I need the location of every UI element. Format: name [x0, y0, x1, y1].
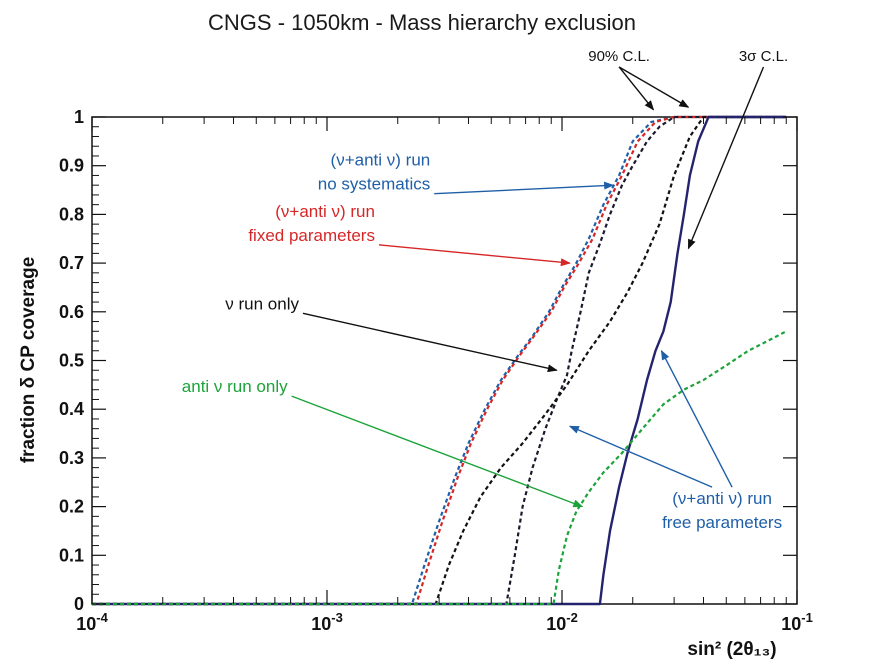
annotation-arrow-7-1	[687, 66, 765, 250]
annotation-arrow-4-1	[291, 395, 584, 508]
y-tick-label: 0.4	[59, 399, 84, 419]
series-line-1	[92, 115, 787, 606]
chart-title: CNGS - 1050km - Mass hierarchy exclusion	[208, 10, 636, 35]
y-tick-label: 0.1	[59, 545, 84, 565]
annotation-label-6: 90% C.L.	[588, 48, 650, 65]
annotation-layer: (ν+anti ν) run no systematics (ν+anti ν) r…	[182, 48, 788, 532]
series-line-5	[92, 115, 787, 606]
x-tick-label: 10-1	[781, 610, 813, 634]
annotation-arrow-6-2	[618, 66, 690, 108]
x-tick-label: 10-3	[311, 610, 343, 634]
annotation-label-1: (ν+anti ν) run no systematics	[318, 151, 430, 194]
annotation-arrow-5-2	[660, 349, 733, 488]
annotation-label-5: (ν+anti ν) run free parameters	[662, 489, 782, 532]
series-line-2	[92, 115, 787, 606]
y-tick-label: 0.6	[59, 302, 84, 322]
x-tick-label: 10-2	[546, 610, 578, 634]
annotation-arrow-1-1	[434, 181, 615, 195]
y-tick-label: 0.7	[59, 253, 84, 273]
y-tick-label: 0.9	[59, 156, 84, 176]
series-line-4	[92, 115, 787, 606]
annotation-arrow-5-1	[568, 425, 713, 488]
series-line-6	[92, 330, 787, 606]
annotation-label-4: anti ν run only	[182, 377, 288, 396]
y-axis-label: fraction δ CP coverage	[18, 257, 39, 464]
y-tick-label: 0.5	[59, 351, 84, 371]
series-layer	[92, 115, 787, 606]
annotation-label-7: 3σ C.L.	[739, 48, 788, 65]
annotation-arrow-3-1	[302, 312, 558, 373]
y-tick-label: 0.3	[59, 448, 84, 468]
annotation-label-3: ν run only	[225, 294, 299, 313]
series-line-3	[92, 115, 787, 606]
annotation-arrow-2-1	[378, 244, 571, 267]
y-tick-label: 0.8	[59, 204, 84, 224]
annotation-arrow-6-1	[618, 66, 655, 111]
x-axis-label: sin² (2θ₁₃)	[687, 639, 776, 660]
axis-layer: 0 0.1 0.2 0.3 0.4 0.5 0.6 0.7 0.8 0.9 1 10-4 10-3 10-…	[59, 107, 813, 634]
x-tick-label: 10-4	[76, 610, 108, 634]
y-tick-label: 0.2	[59, 497, 84, 517]
y-tick-label: 0	[74, 594, 84, 614]
y-tick-label: 1	[74, 107, 84, 127]
annotation-label-2: (ν+anti ν) run fixed parameters	[248, 202, 375, 245]
